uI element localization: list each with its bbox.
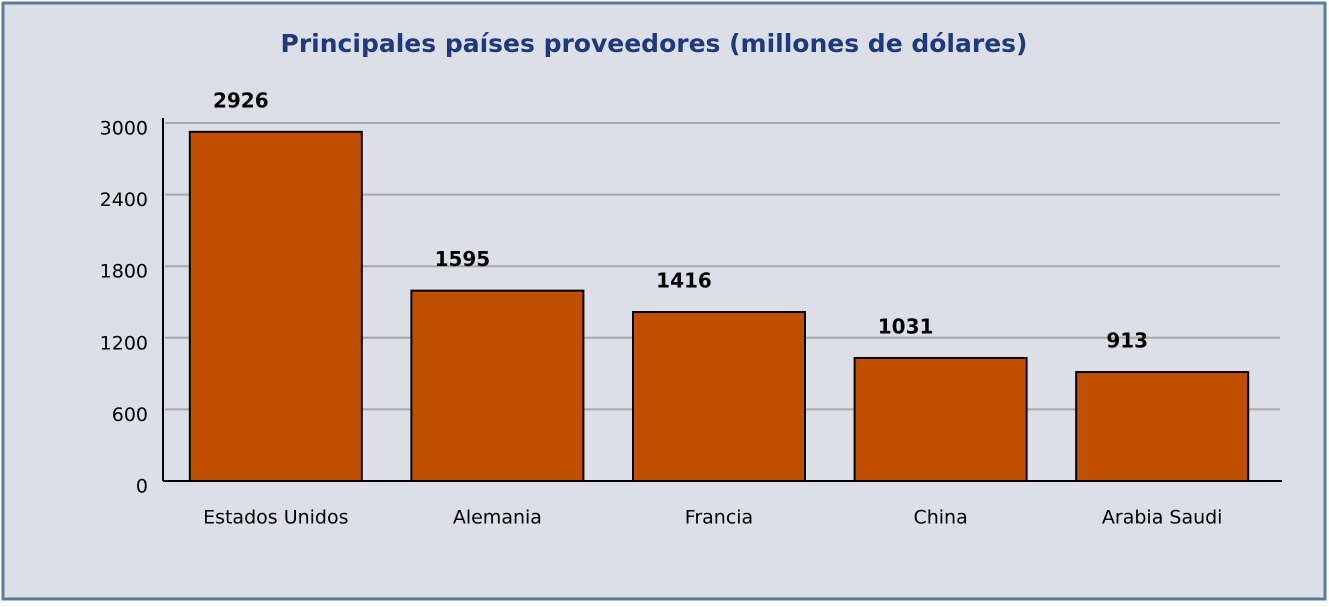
x-tick-label: Arabia Saudi — [1102, 507, 1223, 529]
y-tick-label: 600 — [112, 404, 148, 426]
value-label: 913 — [1106, 329, 1148, 353]
y-tick-label: 2400 — [100, 189, 148, 211]
bar — [632, 311, 806, 482]
x-tick-label: Francia — [685, 507, 753, 529]
value-label: 1416 — [656, 269, 712, 293]
x-tick-label: China — [913, 507, 967, 529]
bar — [188, 130, 363, 483]
bar — [410, 289, 585, 482]
bar — [853, 356, 1028, 483]
y-tick-label: 1200 — [100, 332, 148, 354]
y-tick-label: 1800 — [100, 261, 148, 283]
bar — [1075, 371, 1250, 483]
chart-title: Principales países proveedores (millones… — [281, 29, 1028, 58]
value-label: 2926 — [213, 88, 269, 112]
x-tick-label: Alemania — [453, 507, 542, 529]
x-tick-label: Estados Unidos — [203, 507, 348, 529]
value-label: 1031 — [878, 314, 934, 338]
y-tick-label: 3000 — [100, 118, 148, 140]
value-label: 1595 — [435, 247, 491, 271]
y-tick-label: 0 — [136, 476, 148, 498]
